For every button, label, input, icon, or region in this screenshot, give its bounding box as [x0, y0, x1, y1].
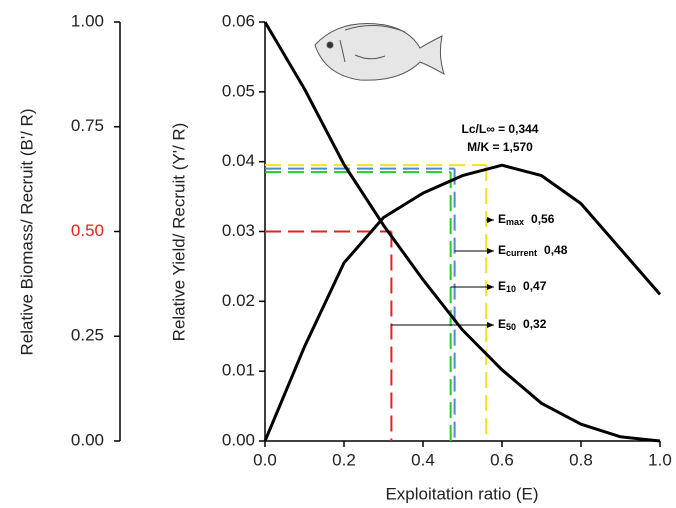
y-axis-title: Relative Yield/ Recruit (Y'/ R) — [169, 123, 188, 342]
x-tick-label: 0.0 — [253, 450, 277, 469]
annotation-value: 0,32 — [523, 317, 547, 331]
series-line — [263, 21, 661, 443]
annotation-symbol: E — [498, 317, 506, 331]
annotation-value: 0,47 — [523, 279, 547, 293]
y-tick-label: 0.01 — [222, 361, 255, 380]
y2-tick-label: 1.00 — [71, 11, 104, 30]
y2-tick-label: 0.50 — [71, 221, 104, 240]
y2-tick-label: 0.25 — [71, 326, 104, 345]
annotation-label: Ecurrent 0,48 — [498, 243, 568, 258]
y-tick-label: 0.00 — [222, 430, 255, 449]
y2-axis-title: Relative Biomass/ Recruit (B'/ R) — [17, 109, 36, 356]
y-tick-label: 0.02 — [222, 291, 255, 310]
x-tick-label: 1.0 — [648, 450, 672, 469]
annotation-subscript: 10 — [506, 284, 516, 294]
annotation-symbol: E — [498, 243, 506, 257]
x-tick-label: 0.6 — [490, 450, 514, 469]
annotation-label: Emax 0,56 — [498, 212, 555, 227]
parameter-label: M/K = 1,570 — [467, 140, 533, 154]
annotation-subscript: max — [506, 217, 524, 227]
parameter-label: Lc/L∞ = 0,344 — [462, 122, 539, 136]
y-tick-label: 0.05 — [222, 81, 255, 100]
series-line — [263, 163, 662, 442]
y2-tick-label: 0.75 — [71, 116, 104, 135]
annotation-value: 0,56 — [531, 212, 555, 226]
y2-tick-label: 0.00 — [71, 430, 104, 449]
x-axis-title: Exploitation ratio (E) — [385, 484, 538, 503]
y-tick-label: 0.03 — [222, 221, 255, 240]
fish-illustration — [314, 23, 445, 81]
y-tick-label: 0.04 — [222, 151, 255, 170]
annotation-label: E10 0,47 — [498, 279, 547, 294]
x-tick-label: 0.4 — [411, 450, 435, 469]
annotation-symbol: E — [498, 212, 506, 226]
y-tick-label: 0.06 — [222, 11, 255, 30]
x-tick-label: 0.2 — [332, 450, 356, 469]
annotation-value: 0,48 — [544, 243, 568, 257]
annotation-symbol: E — [498, 279, 506, 293]
annotation-subscript: 50 — [506, 322, 516, 332]
x-tick-label: 0.8 — [569, 450, 593, 469]
annotation-subscript: current — [506, 248, 537, 258]
annotation-label: E50 0,32 — [498, 317, 547, 332]
